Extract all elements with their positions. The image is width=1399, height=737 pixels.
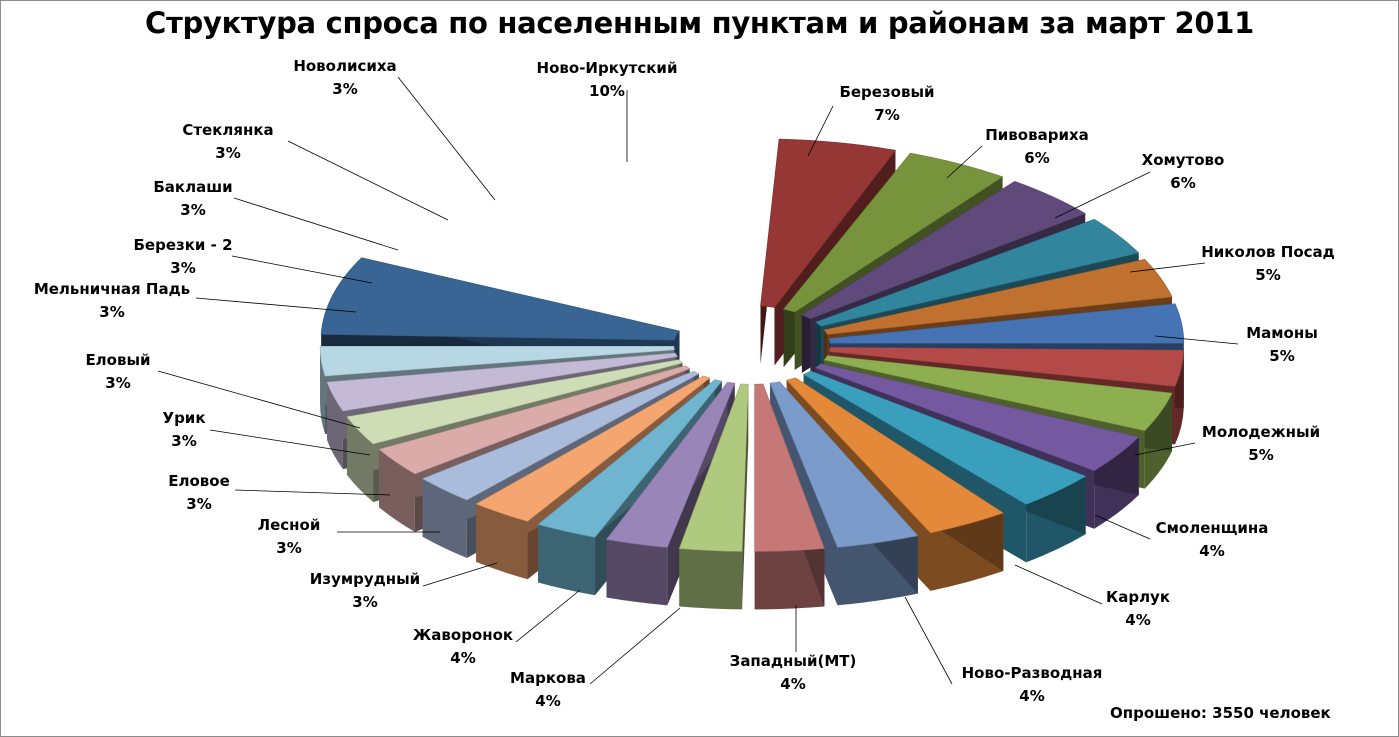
leader-line bbox=[195, 297, 357, 313]
slice-name-label: Еловое bbox=[168, 472, 230, 490]
slice-percent-label: 7% bbox=[874, 106, 899, 124]
leader-line bbox=[589, 607, 681, 685]
leader-line bbox=[397, 76, 496, 201]
slice-name-label: Изумрудный bbox=[310, 570, 420, 588]
leader-line bbox=[1014, 564, 1103, 605]
slice-percent-label: 5% bbox=[1255, 266, 1280, 284]
slice-name-label: Николов Посад bbox=[1201, 243, 1335, 261]
slice-name-label: Маркова bbox=[510, 669, 586, 687]
slice-name-label: Лесной bbox=[258, 516, 321, 534]
slice-percent-label: 3% bbox=[186, 495, 211, 513]
slice-name-label: Молодежный bbox=[1202, 423, 1320, 441]
leader-line bbox=[234, 489, 391, 496]
pie-slice-top bbox=[475, 375, 711, 522]
slice-percent-label: 5% bbox=[1269, 347, 1294, 365]
pie-slice-top bbox=[605, 381, 736, 548]
slice-name-label: Пивовариха bbox=[985, 126, 1089, 144]
leader-line bbox=[1154, 335, 1239, 345]
slice-name-label: Мельничная Падь bbox=[34, 280, 190, 298]
pie-slice-top bbox=[802, 370, 1087, 505]
pie-labels: Березовый 7% Пивовариха 6% Хомутово 6% Николов… bbox=[34, 57, 1335, 710]
slice-percent-label: 3% bbox=[180, 201, 205, 219]
slice-name-label: Западный(МТ) bbox=[730, 652, 857, 670]
slice-percent-label: 4% bbox=[1199, 542, 1224, 560]
slice-name-label: Мамоны bbox=[1246, 324, 1318, 342]
pie-slice-top bbox=[326, 352, 678, 412]
leader-line bbox=[231, 255, 373, 284]
slice-name-label: Смоленщина bbox=[1156, 519, 1269, 537]
pie-slice bbox=[754, 383, 825, 610]
leader-line bbox=[157, 370, 361, 429]
pie-slice-top bbox=[754, 383, 825, 552]
pie-slice-top bbox=[828, 346, 1185, 387]
slice-percent-label: 3% bbox=[276, 539, 301, 557]
slice-percent-label: 4% bbox=[450, 649, 475, 667]
slice-percent-label: 3% bbox=[215, 144, 240, 162]
pie-slice-top bbox=[823, 259, 1173, 335]
leader-line bbox=[233, 197, 399, 251]
slice-percent-label: 10% bbox=[589, 82, 625, 100]
pie-slice-top bbox=[769, 381, 919, 548]
leader-line bbox=[422, 562, 498, 587]
pie-slice-rim bbox=[754, 548, 825, 610]
slice-percent-label: 3% bbox=[171, 432, 196, 450]
slice-name-label: Стеклянка bbox=[182, 121, 273, 139]
slice-name-label: Новолисиха bbox=[293, 57, 396, 75]
pie-slice-top bbox=[786, 377, 1004, 534]
pie-slice-top bbox=[421, 370, 700, 501]
leader-line bbox=[515, 589, 581, 643]
slice-percent-label: 4% bbox=[780, 675, 805, 693]
slice-percent-label: 3% bbox=[99, 303, 124, 321]
leader-line bbox=[807, 105, 834, 157]
survey-note: Опрошено: 3550 человек bbox=[1110, 704, 1331, 722]
slice-percent-label: 6% bbox=[1024, 149, 1049, 167]
leader-line bbox=[1129, 262, 1206, 273]
pie-slice-top bbox=[828, 303, 1185, 344]
pie-slice-top bbox=[814, 363, 1140, 472]
slice-percent-label: 4% bbox=[535, 692, 560, 710]
leader-line bbox=[209, 429, 371, 456]
pie-slice-top bbox=[319, 345, 675, 377]
slice-percent-label: 3% bbox=[170, 259, 195, 277]
pie-slice-top bbox=[814, 218, 1140, 327]
slice-name-label: Березовый bbox=[839, 83, 934, 101]
slice-percent-label: 3% bbox=[352, 593, 377, 611]
slice-name-label: Еловый bbox=[85, 351, 150, 369]
leader-line bbox=[904, 596, 953, 685]
leader-line bbox=[1054, 171, 1151, 219]
slice-percent-label: 6% bbox=[1170, 174, 1195, 192]
pie-slice-top bbox=[678, 383, 749, 552]
slice-percent-label: 4% bbox=[1019, 687, 1044, 705]
leader-line bbox=[946, 145, 983, 179]
slice-name-label: Ново-Разводная bbox=[962, 664, 1103, 682]
pie-slice-top bbox=[378, 365, 691, 475]
slice-percent-label: 4% bbox=[1125, 611, 1150, 629]
leader-line bbox=[287, 140, 449, 221]
slice-name-label: Березки - 2 bbox=[133, 236, 232, 254]
slice-percent-label: 3% bbox=[332, 80, 357, 98]
leader-line bbox=[1094, 514, 1151, 540]
chart-title: Структура спроса по населенным пунктам и… bbox=[145, 6, 1254, 40]
leader-line bbox=[1134, 442, 1196, 456]
pie-slice-top bbox=[823, 355, 1173, 431]
slice-name-label: Карлук bbox=[1106, 588, 1170, 606]
pie-slice-top bbox=[801, 181, 1086, 320]
pie-slice-top bbox=[537, 379, 723, 538]
pie-slice-top bbox=[320, 257, 681, 341]
pie-slice-top bbox=[346, 359, 684, 445]
pie-slice-top bbox=[783, 152, 1004, 313]
slice-name-label: Урик bbox=[163, 409, 206, 427]
pie-slice-side bbox=[742, 384, 749, 610]
pie-slice bbox=[678, 383, 749, 610]
slice-percent-label: 5% bbox=[1248, 446, 1273, 464]
slice-name-label: Ново-Иркутский bbox=[537, 59, 678, 77]
slice-name-label: Хомутово bbox=[1142, 151, 1225, 169]
pie-slice-top bbox=[760, 138, 897, 308]
pie-slices bbox=[319, 138, 1185, 610]
slice-name-label: Жаворонок bbox=[413, 626, 513, 644]
slice-percent-label: 3% bbox=[105, 374, 130, 392]
slice-name-label: Баклаши bbox=[153, 178, 232, 196]
